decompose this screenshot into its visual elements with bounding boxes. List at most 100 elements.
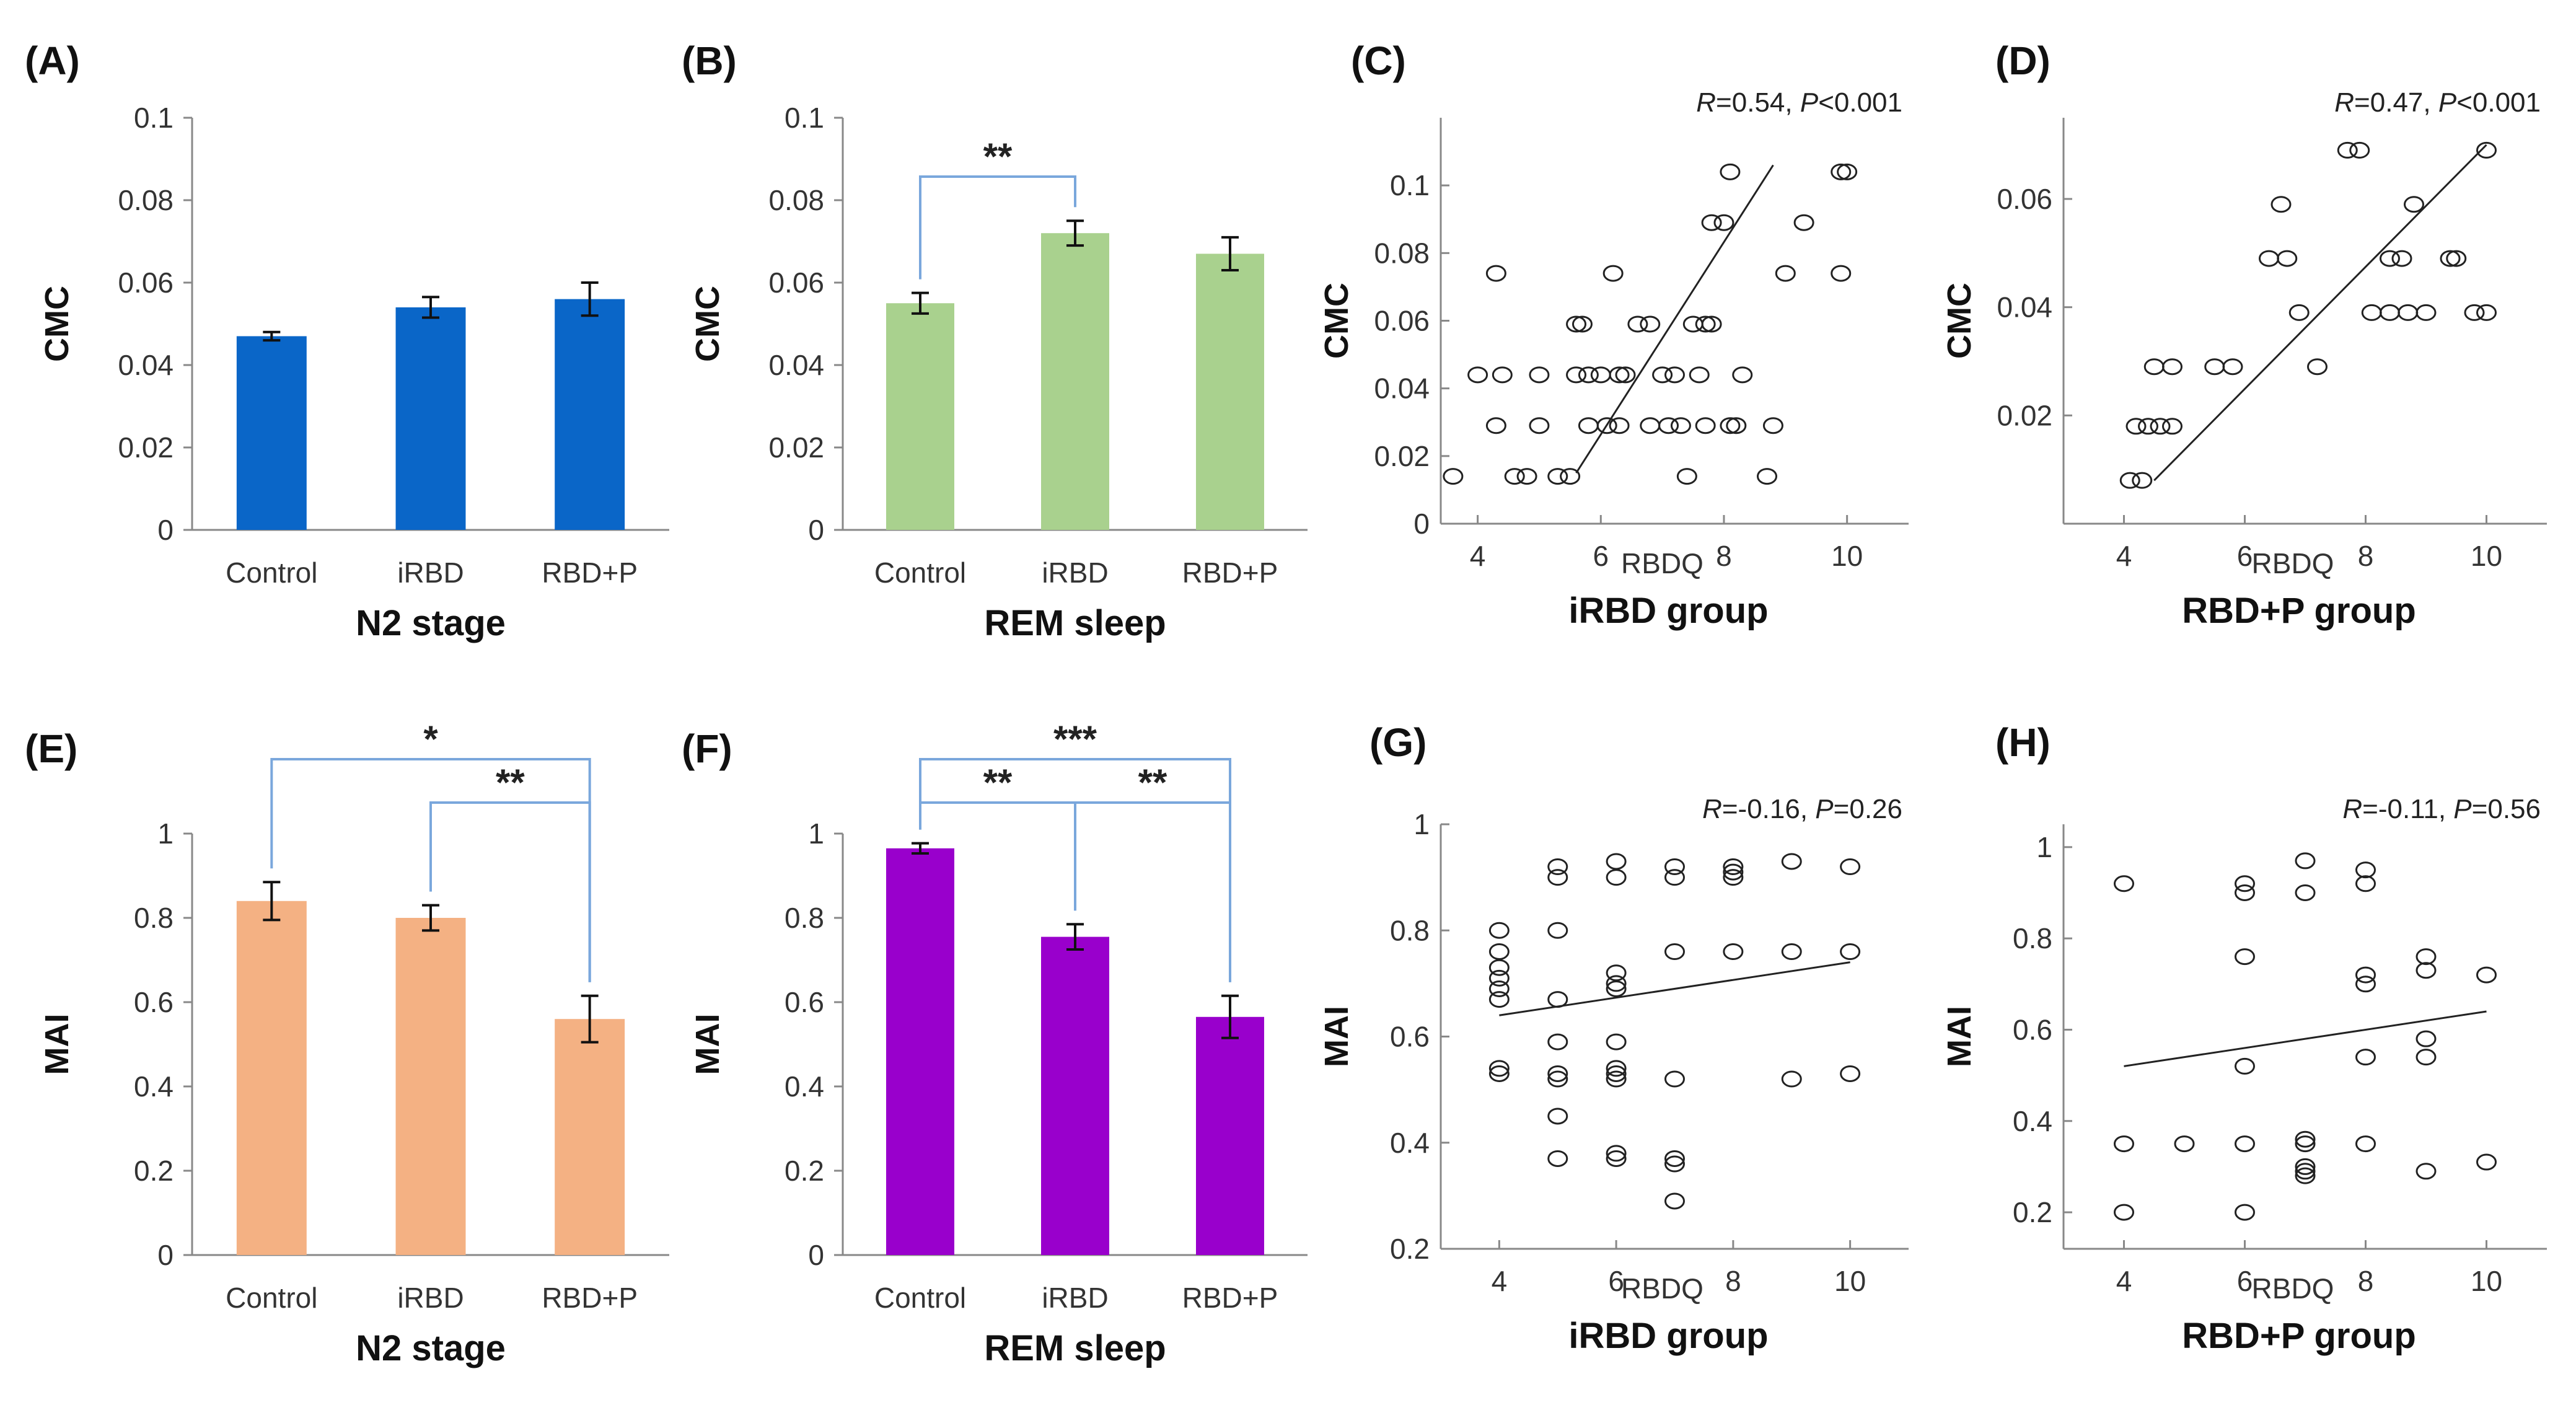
- annotation-part: R: [1696, 87, 1716, 118]
- data-point: [1488, 1065, 1510, 1082]
- data-point: [2295, 1163, 2316, 1180]
- data-point: [2380, 304, 2400, 321]
- y-axis-label: MAI: [38, 1014, 76, 1075]
- data-point: [1664, 1070, 1685, 1088]
- regression-line: [2153, 144, 2487, 482]
- x-tick-label: 4: [2116, 1265, 2132, 1297]
- bar-Control: [236, 336, 307, 530]
- y-axis-label: MAI: [1318, 1006, 1355, 1067]
- x-tick-label: 8: [2358, 1265, 2374, 1297]
- data-point: [1606, 869, 1627, 886]
- data-point: [2355, 976, 2376, 993]
- y-axis-label: MAI: [689, 1014, 726, 1075]
- regression-line: [1499, 961, 1850, 1016]
- data-point: [1485, 265, 1506, 282]
- annotation-part: P: [2438, 87, 2457, 118]
- category-label: iRBD: [1042, 1282, 1108, 1314]
- data-point: [1664, 869, 1685, 886]
- x-axis-label: RBDQ: [2252, 1272, 2334, 1305]
- data-point: [2277, 250, 2298, 267]
- y-tick-label: 0.2: [785, 1155, 824, 1187]
- data-point: [1757, 468, 1778, 485]
- data-point: [1578, 417, 1599, 434]
- correlation-annotation: R=0.47, P<0.001: [2334, 87, 2541, 118]
- correlation-annotation: R=-0.16, P=0.26: [1702, 794, 1902, 824]
- y-tick-label: 0.6: [2013, 1013, 2052, 1046]
- data-point: [1723, 858, 1744, 875]
- x-axis-title: N2 stage: [356, 603, 506, 643]
- data-point: [1695, 417, 1716, 434]
- data-point: [2416, 304, 2437, 321]
- y-tick-label: 0.6: [134, 986, 174, 1018]
- panel-0: (A) 0 0.02 0.04 0.06 0.08 0.1 CMC Control iRBD RBD…: [25, 38, 669, 643]
- x-axis-label: RBDQ: [1621, 547, 1703, 579]
- data-point: [1695, 315, 1716, 333]
- data-point: [2355, 966, 2376, 984]
- panel-label: (D): [1995, 38, 2051, 83]
- x-axis-label: RBDQ: [2252, 547, 2334, 579]
- data-point: [1781, 1070, 1802, 1088]
- panel-2: (C) 0 0.02 0.04 0.06 0.08 0.1 4 6 8 10 CMC RBDQ iRBD …: [1318, 38, 1909, 631]
- y-tick-label: 0.4: [2013, 1105, 2052, 1137]
- data-point: [1664, 1192, 1685, 1210]
- data-point: [1606, 1065, 1627, 1082]
- data-point: [1762, 417, 1783, 434]
- y-tick-label: 0: [157, 514, 174, 546]
- data-point: [1529, 417, 1550, 434]
- data-point: [2114, 875, 2134, 892]
- y-tick-label: 0.06: [118, 266, 174, 299]
- y-tick-label: 0.2: [134, 1155, 174, 1187]
- annotation-part: =-0.11,: [2362, 794, 2453, 824]
- annotation-part: <0.001: [1818, 87, 1902, 118]
- data-point: [2404, 196, 2424, 213]
- regression-line: [1575, 164, 1774, 473]
- x-axis-title: REM sleep: [984, 1328, 1166, 1368]
- data-point: [1529, 366, 1550, 384]
- data-point: [2288, 304, 2310, 321]
- data-point: [2416, 1049, 2437, 1066]
- data-point: [2446, 250, 2467, 267]
- x-tick-label: 6: [1593, 540, 1609, 572]
- data-point: [2355, 1049, 2376, 1066]
- data-point: [1781, 853, 1802, 870]
- data-point: [1664, 1155, 1685, 1173]
- data-point: [1602, 265, 1624, 282]
- data-point: [1606, 1033, 1627, 1050]
- data-point: [1664, 943, 1685, 960]
- data-point: [2416, 948, 2437, 966]
- data-point: [1609, 366, 1630, 384]
- data-point: [1467, 366, 1488, 384]
- bar-Control: [886, 848, 954, 1255]
- data-point: [2162, 418, 2183, 435]
- data-point: [1775, 265, 1796, 282]
- data-point: [1664, 1150, 1685, 1167]
- data-point: [1726, 417, 1747, 434]
- data-point: [1606, 980, 1627, 997]
- data-point: [1831, 163, 1852, 180]
- bar-iRBD: [1041, 233, 1109, 530]
- category-label: iRBD: [397, 1282, 464, 1314]
- data-point: [1606, 1070, 1627, 1088]
- data-point: [2307, 358, 2328, 376]
- x-axis-title: iRBD group: [1568, 591, 1768, 631]
- category-label: Control: [226, 557, 317, 589]
- data-point: [1443, 468, 1464, 485]
- panel-5: (F) 0 0.2 0.4 0.6 0.8 1 MAI Control iRBD RBD+P REM …: [682, 718, 1308, 1368]
- data-point: [2476, 141, 2497, 159]
- y-tick-label: 0.6: [785, 986, 824, 1018]
- data-point: [1793, 214, 1814, 231]
- data-point: [2222, 358, 2243, 376]
- panel-label: (C): [1351, 38, 1406, 83]
- panel-7: (H) 0.2 0.4 0.6 0.8 1 4 6 8 10 MAI RBDQ RBD+P group R…: [1941, 720, 2547, 1356]
- y-tick-label: 0.4: [134, 1070, 174, 1103]
- annotation-part: P: [1800, 87, 1819, 118]
- data-point: [1615, 366, 1636, 384]
- data-point: [2355, 1135, 2376, 1153]
- data-point: [1572, 315, 1593, 333]
- data-point: [1606, 964, 1627, 982]
- data-point: [2416, 1163, 2437, 1180]
- annotation-part: =0.54,: [1716, 87, 1800, 118]
- y-tick-label: 0.02: [1997, 399, 2052, 431]
